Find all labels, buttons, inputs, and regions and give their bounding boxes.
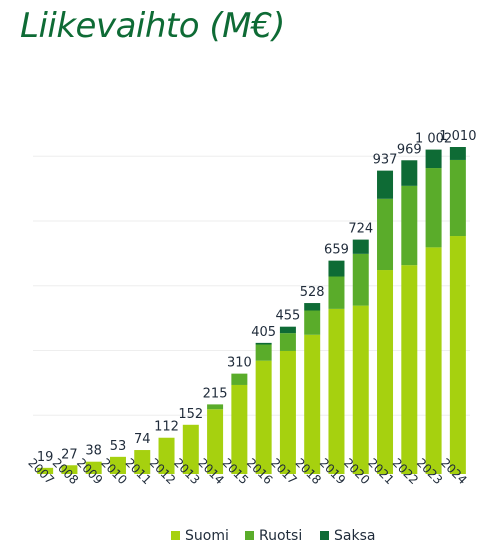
bar-saksa-2024 [450, 147, 466, 160]
total-label-2015: 310 [227, 356, 252, 371]
bar-suomi-2016 [256, 361, 272, 474]
bar-suomi-2017 [280, 351, 296, 474]
total-label-2011: 74 [134, 432, 151, 447]
bar-suomi-2018 [304, 335, 320, 474]
bar-saksa-2019 [328, 261, 344, 277]
bar-ruotsi-2021 [377, 199, 393, 270]
bar-ruotsi-2022 [401, 186, 417, 265]
total-label-2014: 215 [203, 386, 228, 401]
bar-suomi-2020 [353, 306, 369, 474]
bar-ruotsi-2023 [426, 168, 442, 247]
bar-saksa-2017 [280, 327, 296, 333]
bar-suomi-2019 [328, 309, 344, 474]
bar-saksa-2022 [401, 160, 417, 186]
bar-ruotsi-2024 [450, 160, 466, 236]
bar-saksa-2021 [377, 171, 393, 199]
total-label-2016: 405 [251, 325, 276, 340]
legend-item-ruotsi: Ruotsi [245, 528, 302, 544]
bar-ruotsi-2018 [304, 311, 320, 335]
legend-item-suomi: Suomi [171, 528, 229, 544]
x-axis-ticks: 2007200820092010201120122013201420152016… [25, 456, 469, 487]
bar-saksa-2020 [353, 240, 369, 254]
bar-saksa-2016 [256, 343, 272, 345]
legend-label-saksa: Saksa [334, 528, 375, 544]
bar-suomi-2021 [377, 270, 393, 474]
legend-item-saksa: Saksa [320, 528, 375, 544]
legend-swatch-ruotsi [245, 531, 254, 540]
total-label-2010: 53 [110, 439, 127, 454]
bar-ruotsi-2015 [231, 374, 247, 385]
total-label-2009: 38 [85, 444, 102, 459]
total-label-2017: 455 [276, 309, 301, 324]
bar-ruotsi-2017 [280, 333, 296, 351]
legend-swatch-suomi [171, 531, 180, 540]
bar-ruotsi-2019 [328, 277, 344, 309]
x-tick-2009: 2009 [74, 456, 105, 487]
bar-ruotsi-2020 [353, 254, 369, 306]
legend-label-suomi: Suomi [185, 528, 229, 544]
legend-label-ruotsi: Ruotsi [259, 528, 302, 544]
bar-suomi-2022 [401, 265, 417, 474]
legend-swatch-saksa [320, 531, 329, 540]
bar-ruotsi-2016 [256, 344, 272, 360]
bar-suomi-2024 [450, 236, 466, 474]
total-label-2020: 724 [348, 222, 373, 237]
legend: Suomi Ruotsi Saksa [171, 528, 375, 544]
bars [37, 147, 466, 474]
total-label-2024: 1 010 [439, 129, 476, 144]
total-label-2012: 112 [154, 420, 179, 435]
total-label-2021: 937 [373, 153, 398, 168]
total-label-2018: 528 [300, 285, 325, 300]
bar-ruotsi-2014 [207, 404, 223, 409]
bar-saksa-2018 [304, 303, 320, 310]
total-label-2013: 152 [178, 407, 203, 422]
total-label-2019: 659 [324, 243, 349, 258]
bar-suomi-2023 [426, 247, 442, 474]
bar-saksa-2023 [426, 150, 442, 168]
